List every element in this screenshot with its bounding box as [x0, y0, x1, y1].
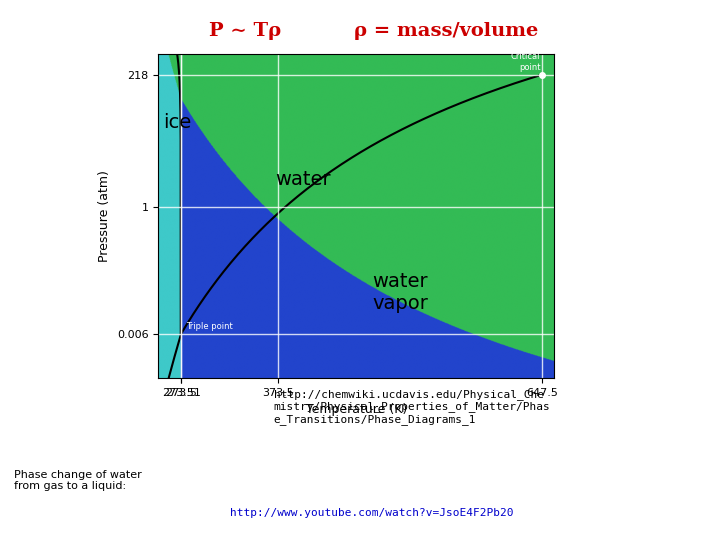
Text: water
vapor: water vapor [372, 272, 428, 313]
X-axis label: Temperature (K): Temperature (K) [306, 403, 407, 416]
Text: ρ = mass/volume: ρ = mass/volume [354, 22, 539, 39]
Text: P ∼ Tρ: P ∼ Tρ [209, 22, 281, 39]
Text: http://chemwiki.ucdavis.edu/Physical_Che
mistry/Physical_Properties_of_Matter/Ph: http://chemwiki.ucdavis.edu/Physical_Che… [274, 389, 550, 425]
Text: Triple point: Triple point [186, 322, 233, 331]
Text: ice: ice [163, 113, 192, 132]
Text: Phase change of water
from gas to a liquid:: Phase change of water from gas to a liqu… [14, 470, 142, 491]
Text: http://www.youtube.com/watch?v=JsoE4F2Pb20: http://www.youtube.com/watch?v=JsoE4F2Pb… [230, 508, 514, 518]
Text: water: water [276, 170, 331, 188]
Y-axis label: Pressure (atm): Pressure (atm) [99, 170, 112, 262]
Text: Critical
point: Critical point [511, 52, 541, 72]
